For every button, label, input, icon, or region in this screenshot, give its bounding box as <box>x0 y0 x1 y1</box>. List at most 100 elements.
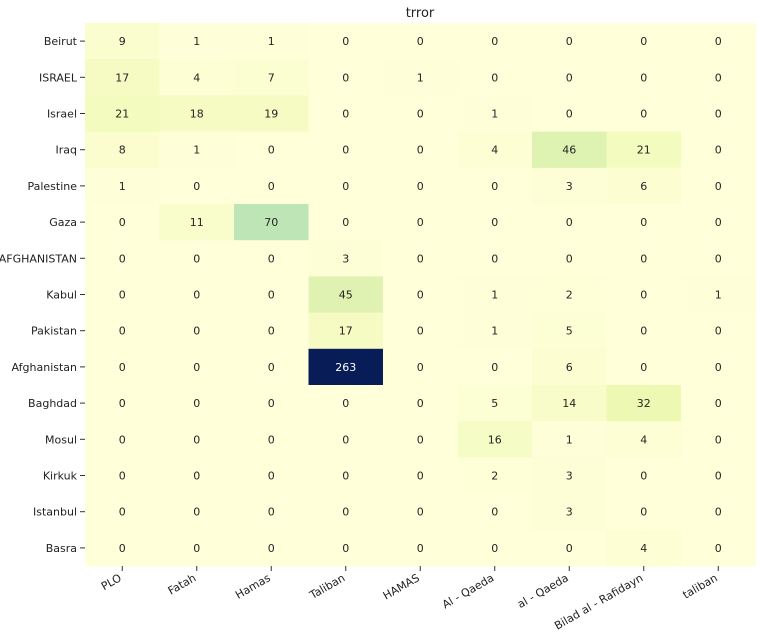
cell-value-label: 0 <box>566 216 573 229</box>
heatmap-cell <box>383 276 458 314</box>
cell-value-label: 0 <box>715 108 722 121</box>
y-tick-label: Palestine <box>27 180 77 193</box>
cell-value-label: 0 <box>640 216 647 229</box>
heatmap-cell <box>606 312 682 350</box>
cell-value-label: 4 <box>640 542 647 555</box>
cell-value-label: 6 <box>640 180 647 193</box>
cell-value-label: 0 <box>640 252 647 265</box>
heatmap-cell <box>606 493 682 531</box>
y-tick-label: Pakistan <box>31 325 77 338</box>
heatmap-cell <box>308 421 384 458</box>
y-tick-label: Mosul <box>45 433 77 446</box>
heatmap-cell <box>681 131 756 169</box>
heatmap-cell <box>85 59 160 96</box>
heatmap-cell <box>85 421 160 458</box>
heatmap-cell <box>234 385 309 422</box>
cell-value-label: 0 <box>715 252 722 265</box>
heatmap-cell <box>85 457 160 495</box>
heatmap-cell <box>159 59 235 96</box>
heatmap-cell <box>383 385 458 422</box>
heatmap-cell <box>457 95 533 133</box>
heatmap-cell <box>159 167 235 205</box>
cell-value-label: 7 <box>268 71 275 84</box>
heatmap-cell <box>383 529 458 567</box>
heatmap-cell <box>85 23 160 60</box>
heatmap-cells: 9 1 1 0 0 0 0 0 017 4 7 0 1 0 0 0 021 18 19 0 0 1 0 0 08 1 0 0 0 4 46 2… <box>85 23 756 567</box>
cell-value-label: 6 <box>566 361 573 374</box>
heatmap-cell <box>681 240 756 277</box>
heatmap-cell <box>159 493 235 531</box>
y-tick-label: Baghdad <box>28 397 77 410</box>
y-tick-label: Kirkuk <box>43 470 78 483</box>
heatmap-cell <box>457 348 533 386</box>
heatmap-cell <box>234 348 309 386</box>
cell-value-label: 263 <box>335 361 356 374</box>
heatmap-cell <box>85 493 160 531</box>
cell-value-label: 0 <box>640 289 647 302</box>
heatmap-cell <box>85 167 160 205</box>
y-tick-label: Beirut <box>44 35 78 48</box>
heatmap-cell <box>85 240 160 277</box>
cell-value-label: 0 <box>342 397 349 410</box>
cell-value-label: 0 <box>566 71 573 84</box>
cell-value-label: 0 <box>342 470 349 483</box>
cell-value-label: 0 <box>417 144 424 157</box>
heatmap-cell <box>234 276 309 314</box>
x-tick-label: Al - Qaeda <box>440 571 496 611</box>
heatmap-cell <box>308 529 384 567</box>
cell-value-label: 0 <box>342 35 349 48</box>
cell-value-label: 0 <box>417 433 424 446</box>
heatmap-cell <box>383 493 458 531</box>
cell-value-label: 3 <box>342 252 349 265</box>
heatmap-cell <box>159 348 235 386</box>
cell-value-label: 0 <box>193 180 200 193</box>
cell-value-label: 0 <box>119 506 126 519</box>
cell-value-label: 0 <box>715 433 722 446</box>
heatmap-cell <box>234 421 309 458</box>
heatmap-cell <box>457 529 533 567</box>
heatmap-cell <box>606 59 682 96</box>
x-tick-label: PLO <box>99 571 124 593</box>
heatmap-cell <box>383 240 458 277</box>
heatmap-cell <box>606 457 682 495</box>
cell-value-label: 0 <box>193 397 200 410</box>
heatmap-cell <box>85 276 160 314</box>
heatmap-cell <box>383 348 458 386</box>
cell-value-label: 1 <box>491 325 498 338</box>
cell-value-label: 21 <box>115 108 129 121</box>
cell-value-label: 3 <box>566 180 573 193</box>
heatmap-cell <box>159 529 235 567</box>
cell-value-label: 0 <box>268 470 275 483</box>
cell-value-label: 1 <box>417 71 424 84</box>
heatmap-cell <box>234 59 309 96</box>
heatmap-cell <box>85 204 160 241</box>
cell-value-label: 0 <box>640 71 647 84</box>
heatmap-cell <box>532 95 607 133</box>
cell-value-label: 0 <box>193 506 200 519</box>
heatmap-cell <box>532 276 607 314</box>
cell-value-label: 14 <box>562 397 576 410</box>
heatmap-cell <box>532 23 607 60</box>
heatmap-cell <box>308 95 384 133</box>
cell-value-label: 0 <box>119 289 126 302</box>
cell-value-label: 1 <box>715 289 722 302</box>
heatmap-cell <box>234 95 309 133</box>
cell-value-label: 0 <box>417 180 424 193</box>
cell-value-label: 32 <box>637 397 651 410</box>
heatmap-cell <box>159 23 235 60</box>
heatmap-cell <box>234 312 309 350</box>
cell-value-label: 0 <box>119 542 126 555</box>
cell-value-label: 0 <box>715 470 722 483</box>
cell-value-label: 0 <box>566 542 573 555</box>
cell-value-label: 0 <box>342 506 349 519</box>
cell-value-label: 0 <box>640 108 647 121</box>
heatmap-cell <box>383 421 458 458</box>
heatmap-cell <box>457 312 533 350</box>
heatmap-cell <box>159 131 235 169</box>
cell-value-label: 4 <box>491 144 498 157</box>
cell-value-label: 5 <box>491 397 498 410</box>
heatmap-cell <box>383 204 458 241</box>
heatmap-cell <box>457 493 533 531</box>
heatmap-cell <box>383 59 458 96</box>
